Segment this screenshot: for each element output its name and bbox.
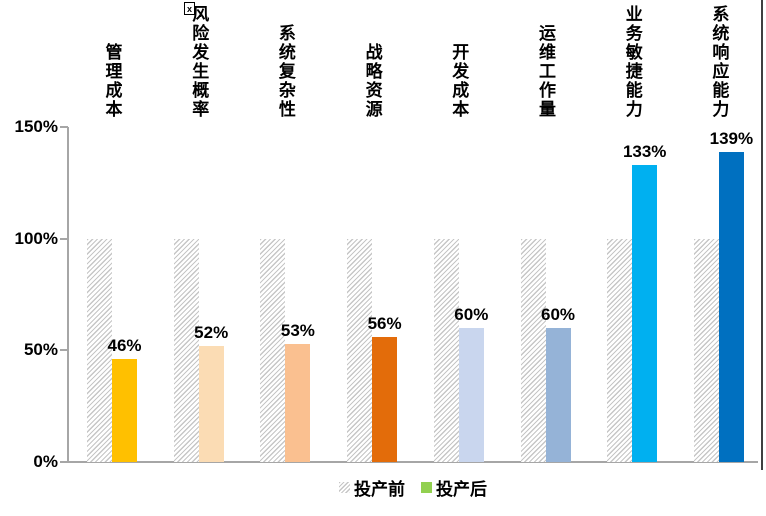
bar-before: [173, 238, 199, 462]
legend-item-after: 投产后: [421, 475, 487, 500]
legend-label-before: 投产前: [354, 479, 405, 499]
category-label: 系统复杂性: [275, 24, 295, 119]
y-tick-label: 150%: [14, 117, 58, 136]
y-tick-mark: [60, 461, 68, 463]
bar-after: [545, 328, 571, 462]
bar-after: [198, 345, 224, 462]
bar-before: [520, 238, 546, 462]
bar-before: [693, 238, 719, 462]
y-tick-mark: [60, 349, 68, 352]
broken-image-icon: x: [184, 2, 195, 15]
category-label: 管理成本: [102, 43, 122, 119]
y-tick-label: 0%: [33, 452, 58, 471]
value-label: 56%: [367, 313, 402, 333]
value-label: 60%: [454, 305, 489, 324]
category-label: 战略资源: [362, 43, 382, 119]
category-label: 业务敏捷能力: [622, 5, 642, 119]
bar-before: [607, 238, 633, 462]
y-tick-label: 50%: [23, 340, 58, 360]
bar-before: [87, 238, 112, 462]
y-tick-label: 100%: [14, 228, 58, 248]
legend-item-before: 投产前: [339, 475, 405, 500]
y-tick-mark: [60, 237, 68, 240]
page-right-border: [761, 0, 763, 470]
bar-after: [112, 359, 137, 462]
value-label: 52%: [194, 322, 229, 342]
bar-before: [260, 238, 286, 462]
bar-before: [347, 238, 373, 462]
category-label: 开发成本: [449, 43, 469, 119]
value-label: 139%: [709, 128, 754, 148]
bar-after: [372, 336, 398, 462]
bar-before: [433, 238, 459, 462]
trailing-dot: .: [199, 8, 203, 20]
value-label: 60%: [540, 305, 576, 324]
y-axis-line: [67, 127, 69, 463]
value-label: 46%: [107, 336, 142, 356]
legend-swatch-green: [421, 481, 432, 493]
legend: 投产前 投产后: [68, 475, 758, 500]
bar-after: [458, 328, 484, 462]
value-label: 53%: [280, 320, 315, 340]
category-label: 系统响应能力: [709, 5, 729, 119]
x-axis-line: [67, 461, 758, 463]
bar-after: [718, 151, 744, 462]
legend-swatch-hatched: [339, 481, 350, 493]
legend-label-after: 投产后: [436, 479, 487, 499]
value-label: 133%: [622, 141, 667, 161]
y-tick-mark: [60, 126, 68, 128]
category-label: 运维工作量: [536, 24, 555, 119]
category-label: 风险发生概率: [189, 5, 209, 119]
bar-after: [632, 164, 658, 462]
bar-after: [285, 343, 311, 462]
